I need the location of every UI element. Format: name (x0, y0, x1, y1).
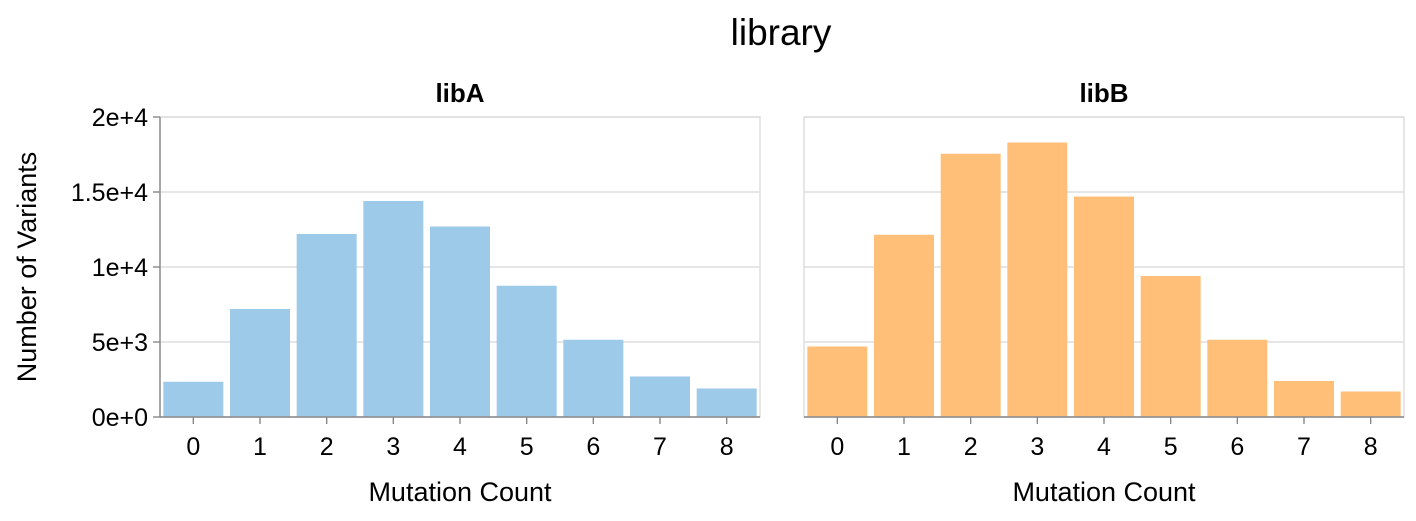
x-tick-label: 4 (453, 433, 467, 461)
x-tick-label: 3 (1030, 433, 1044, 461)
x-axis-label: Mutation Count (368, 477, 552, 507)
bar-libA-0 (163, 381, 224, 417)
bar-libA-7 (630, 376, 690, 417)
x-tick-label: 8 (720, 433, 734, 461)
facet-header-libA: libA (435, 78, 484, 108)
bar-libB-2 (940, 153, 1001, 417)
y-axis-label: Number of Variants (12, 152, 42, 383)
bar-libA-4 (430, 226, 490, 417)
x-tick-label: 8 (1364, 433, 1378, 461)
y-tick-label: 5e+3 (92, 329, 148, 357)
bar-libA-8 (696, 388, 757, 417)
bar-libB-0 (807, 346, 868, 417)
x-tick-label: 4 (1097, 433, 1111, 461)
y-tick-label: 1.5e+4 (71, 179, 148, 207)
x-tick-label: 2 (964, 433, 978, 461)
x-tick-label: 6 (586, 433, 600, 461)
x-tick-label: 0 (186, 433, 200, 461)
x-tick-label: 3 (386, 433, 400, 461)
x-tick-label: 2 (320, 433, 334, 461)
panel-libA: 0 1 2 3 4 5 6 7 8 Mutation Count libA 0e+0 5e+3 1e+4 1… (71, 78, 761, 507)
bar-libB-4 (1074, 196, 1134, 417)
y-tick-label: 1e+4 (92, 254, 148, 282)
x-tick-label: 7 (653, 433, 667, 461)
panels: 0 1 2 3 4 5 6 7 8 Mutation Count libA 0e+0 5e+3 1e+4 1… (71, 78, 1405, 507)
bar-libA-2 (296, 234, 357, 417)
x-tick-label: 1 (897, 433, 911, 461)
x-tick-label: 5 (520, 433, 534, 461)
bar-libB-1 (874, 234, 934, 417)
x-tick-label: 1 (253, 433, 267, 461)
bar-libB-3 (1007, 142, 1068, 417)
bar-libA-5 (496, 285, 557, 417)
x-tick-label: 5 (1164, 433, 1178, 461)
bar-libA-6 (563, 339, 624, 417)
x-axis-label: Mutation Count (1012, 477, 1196, 507)
y-tick-label: 0e+0 (92, 404, 148, 432)
bar-libA-1 (230, 309, 290, 417)
y-tick-label: 2e+4 (92, 104, 148, 132)
bar-libB-5 (1140, 276, 1201, 417)
x-tick-label: 0 (830, 433, 844, 461)
chart-title: library (731, 12, 832, 53)
bar-libB-6 (1207, 339, 1268, 417)
x-tick-label: 7 (1297, 433, 1311, 461)
bar-libB-8 (1340, 391, 1401, 417)
x-tick-label: 6 (1230, 433, 1244, 461)
bar-libB-7 (1274, 381, 1334, 417)
bar-libA-3 (363, 201, 424, 417)
facet-header-libB: libB (1079, 78, 1128, 108)
panel-libB: 0 1 2 3 4 5 6 7 8 Mutation Count libB (803, 78, 1405, 507)
